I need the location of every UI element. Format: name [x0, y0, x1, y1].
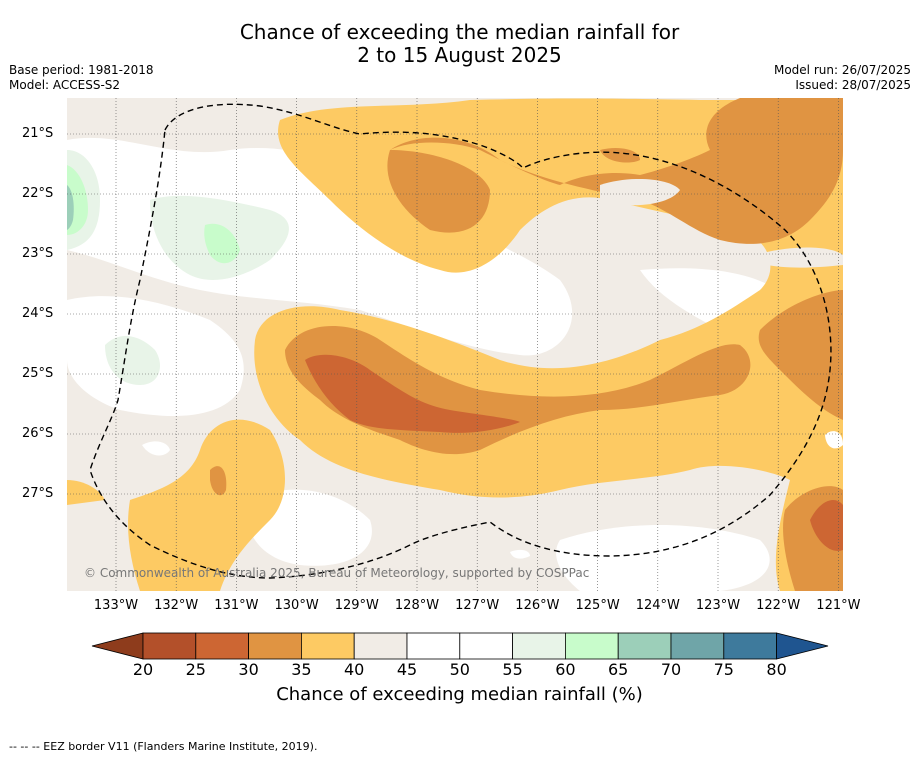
lon-tick-label: 124°W	[635, 598, 680, 613]
lat-tick-label: 27°S	[22, 486, 54, 501]
colorbar-label: Chance of exceeding median rainfall (%)	[276, 684, 643, 705]
map-fill	[67, 98, 843, 591]
lon-tick-label: 123°W	[695, 598, 741, 613]
lon-tick-label: 125°W	[575, 598, 620, 613]
colorbar-tick: 40	[344, 660, 365, 679]
colorbar-tick: 50	[449, 660, 470, 679]
copyright-notice: © Commonwealth of Australia 2025, Bureau…	[84, 566, 590, 580]
model-name: Model: ACCESS-S2	[9, 78, 121, 92]
colorbar-bin	[459, 632, 513, 660]
colorbar-extend-high	[776, 632, 829, 660]
lon-tick-label: 130°W	[274, 598, 319, 613]
lon-tick-label: 131°W	[214, 598, 259, 613]
lon-tick-label: 132°W	[154, 598, 199, 613]
colorbar-bin	[142, 632, 197, 660]
issued-date: Issued: 28/07/2025	[795, 78, 911, 92]
eez-footnote: -- -- -- EEZ border V11 (Flanders Marine…	[9, 740, 318, 753]
lon-tick-label: 127°W	[455, 598, 500, 613]
colorbar-tick: 25	[185, 660, 206, 679]
lon-tick-label: 126°W	[515, 598, 560, 613]
map-title-line1: Chance of exceeding the median rainfall …	[239, 20, 680, 44]
map-title-line2: 2 to 15 August 2025	[357, 43, 562, 67]
eez-border	[89, 103, 832, 579]
colorbar-tick: 75	[713, 660, 734, 679]
colorbar-tick: 20	[132, 660, 154, 679]
lat-tick-label: 22°S	[22, 186, 54, 201]
colorbar-bin	[406, 632, 461, 660]
lon-tick-label: 133°W	[93, 598, 139, 613]
lon-tick-label: 121°W	[816, 598, 861, 613]
colorbar-bin	[512, 632, 566, 660]
colorbar-bin	[195, 632, 250, 660]
colorbar-bin	[300, 632, 355, 660]
colorbar-bin	[353, 632, 408, 660]
lat-tick-label: 25°S	[22, 366, 54, 381]
lat-tick-label: 21°S	[22, 126, 54, 141]
lon-tick-label: 128°W	[394, 598, 440, 613]
colorbar-bin	[723, 632, 777, 660]
map-gridlines	[67, 98, 843, 591]
colorbar	[91, 632, 829, 660]
colorbar-extend-low	[91, 632, 144, 660]
colorbar-tick: 60	[555, 660, 576, 679]
colorbar-bin	[248, 632, 302, 660]
model-run: Model run: 26/07/2025	[773, 63, 911, 77]
colorbar-tick: 35	[291, 660, 312, 679]
colorbar-bin	[565, 632, 619, 660]
lat-tick-label: 23°S	[22, 246, 54, 261]
colorbar-tick: 70	[660, 660, 682, 679]
colorbar-tick: 65	[608, 660, 629, 679]
colorbar-tick: 80	[766, 660, 787, 679]
lon-tick-label: 122°W	[756, 598, 801, 613]
lon-tick-label: 129°W	[334, 598, 379, 613]
colorbar-bin	[670, 632, 725, 660]
colorbar-tick: 55	[502, 660, 523, 679]
colorbar-bin	[617, 632, 672, 660]
colorbar-tick: 45	[396, 660, 418, 679]
lat-tick-label: 26°S	[22, 426, 54, 441]
base-period: Base period: 1981-2018	[9, 63, 154, 77]
colorbar-tick: 30	[238, 660, 259, 679]
lat-tick-label: 24°S	[22, 306, 54, 321]
